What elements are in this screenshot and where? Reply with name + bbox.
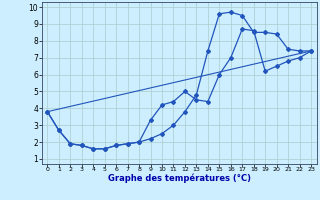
X-axis label: Graphe des températures (°C): Graphe des températures (°C) <box>108 174 251 183</box>
